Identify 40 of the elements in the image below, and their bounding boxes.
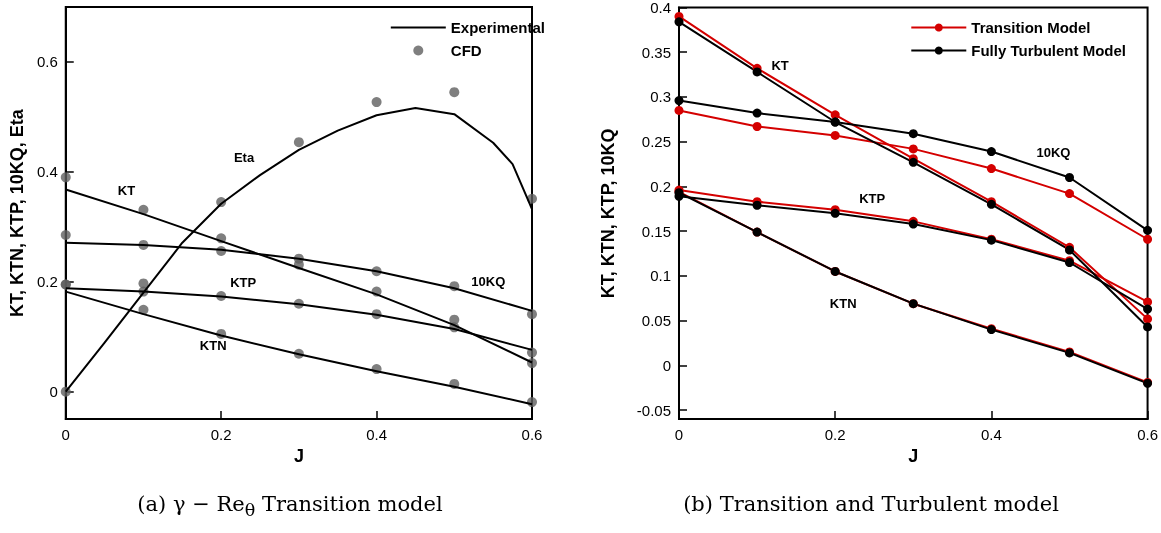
legend-label: Fully Turbulent Model (971, 42, 1127, 59)
y-tick-label: 0 (662, 356, 671, 374)
legend-label: CFD (450, 42, 482, 59)
y-tick-label: 0.15 (641, 222, 671, 240)
y-tick-label: 0.35 (641, 43, 671, 61)
y-tick-label: 0.25 (641, 133, 671, 151)
y-tick-label: 0.4 (36, 163, 58, 181)
x-tick-label: 0.4 (980, 426, 1002, 444)
annotation: KT (771, 57, 789, 73)
text: (b) Transition and Turbulent model (682, 492, 1060, 516)
y-tick-label: 0 (49, 383, 58, 401)
y-tick-label: 0.6 (36, 53, 58, 71)
x-tick-label: 0.6 (1137, 426, 1158, 444)
annotation: KTP (859, 191, 886, 207)
y-tick-label: -0.05 (636, 401, 671, 419)
text: (a) γ − Re$_{θ}$ Transition model (136, 492, 444, 521)
x-tick-label: 0 (61, 426, 70, 444)
annotation: KT (117, 182, 136, 198)
y-tick-label: 0.05 (641, 312, 671, 330)
x-tick-label: 0.2 (210, 426, 232, 444)
y-tick-label: 0.1 (650, 267, 671, 285)
annotation: KTP (230, 275, 257, 291)
legend-label: Transition Model (971, 19, 1091, 36)
x-tick-label: 0.2 (824, 426, 846, 444)
annotation: KTN (199, 338, 227, 354)
annotation: KTN (829, 295, 857, 311)
y-tick-label: 0.4 (650, 0, 671, 16)
annotation: Eta (233, 149, 255, 165)
x-axis-title: J (293, 446, 304, 466)
y-tick-label: 0.2 (36, 273, 58, 291)
y-axis-title: KT, KTN, KTP, 10KQ, Eta (7, 108, 27, 317)
x-tick-label: 0.6 (521, 426, 543, 444)
x-tick-label: 0 (674, 426, 684, 444)
y-tick-label: 0.2 (650, 177, 671, 195)
x-tick-label: 0.4 (366, 426, 388, 444)
annotation: 10KQ (1036, 145, 1071, 161)
annotation: 10KQ (471, 273, 506, 289)
x-axis-title: J (908, 446, 919, 466)
y-axis-title: KT, KTN, KTP, 10KQ (598, 128, 618, 299)
y-tick-label: 0.3 (650, 88, 671, 106)
